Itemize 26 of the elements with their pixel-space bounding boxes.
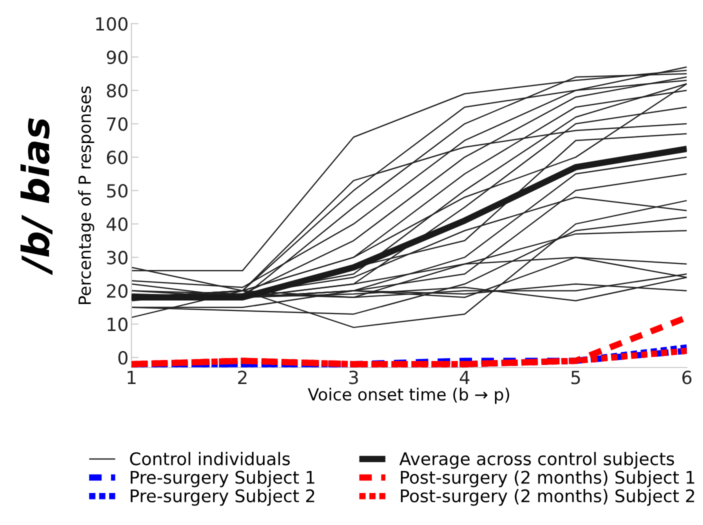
legend-label: Pre-surgery Subject 1	[130, 470, 314, 488]
y-tick-label: 40	[106, 217, 128, 232]
x-tick-label: 6	[682, 370, 692, 384]
y-tick-label: 30	[107, 250, 128, 264]
y-tick-label: 100	[96, 17, 128, 31]
legend-label: Post-surgery (2 months) Subject 2	[400, 488, 694, 506]
x-tick-label: 4	[460, 370, 470, 384]
x-tick-label: 1	[128, 370, 136, 384]
x-tick-label: 2	[238, 370, 246, 384]
legend-label: Post-surgery (2 months) Subject 1	[400, 470, 694, 488]
x-axis-title: Voice onset time (b → p)	[308, 388, 510, 404]
y-tick-label: 10	[108, 318, 128, 332]
text: /b/ bias	[20, 118, 52, 276]
y-tick-label: 50	[107, 184, 128, 198]
y-tick-label: 90	[106, 50, 128, 64]
x-tick-label: 3	[349, 370, 358, 384]
y-tick-label: 80	[106, 84, 128, 98]
y-tick-label: 60	[106, 150, 128, 164]
x-tick-label: 5	[571, 370, 580, 384]
y-axis-title: Percentage of P responses	[78, 86, 94, 304]
legend-label: Pre-surgery Subject 2	[130, 488, 314, 506]
y-tick-label: 0	[118, 350, 128, 365]
legend-label: Control individuals	[130, 452, 290, 466]
y-tick-label: 70	[107, 117, 128, 131]
y-tick-label: 20	[107, 284, 128, 298]
legend-label: Average across control subjects	[399, 452, 674, 469]
